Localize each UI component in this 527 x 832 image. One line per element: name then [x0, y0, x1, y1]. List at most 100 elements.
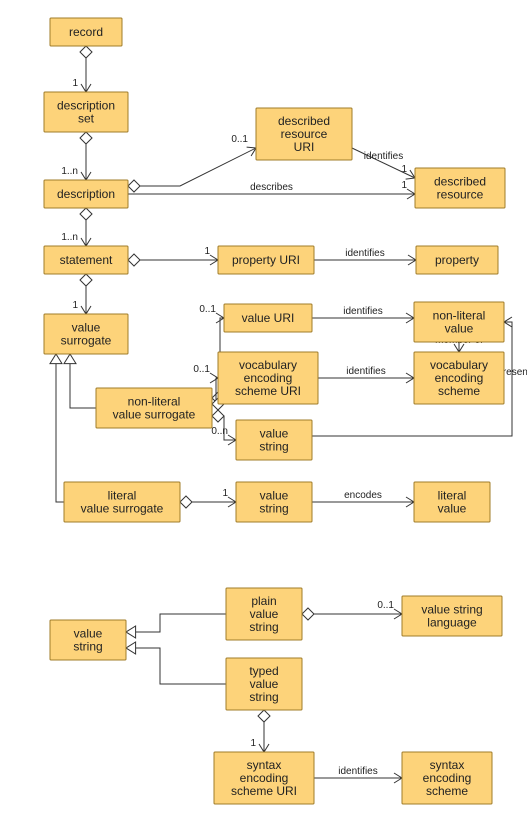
node-label: scheme URI — [235, 384, 301, 398]
edge-label: identifies — [338, 766, 377, 777]
node-property: property — [416, 246, 498, 274]
node-statement: statement — [44, 246, 128, 274]
node-label: value surrogate — [113, 408, 196, 422]
node-label: value — [260, 489, 289, 503]
node-label: literal — [108, 489, 137, 503]
multiplicity-label: 1 — [401, 164, 407, 175]
node-property_uri: property URI — [218, 246, 314, 274]
node-typed_val_string: typedvaluestring — [226, 658, 302, 710]
node-label: URI — [294, 140, 315, 154]
edge — [128, 148, 256, 186]
node-label: encoding — [423, 771, 472, 785]
multiplicity-label: 1 — [72, 300, 78, 311]
node-label: non-literal — [433, 309, 486, 323]
node-label: encoding — [435, 371, 484, 385]
aggregation-diamond — [128, 254, 140, 266]
edge-label: identifies — [345, 248, 384, 259]
node-label: scheme — [426, 784, 468, 798]
node-value_string_3: valuestring — [50, 620, 126, 660]
node-label: value — [260, 427, 289, 441]
edge-label: identifies — [343, 306, 382, 317]
node-label: property — [435, 253, 479, 267]
nodes: recorddescriptionsetdescribedresourceURI… — [44, 18, 505, 804]
node-label: value — [72, 321, 101, 335]
node-described_res_uri: describedresourceURI — [256, 108, 352, 160]
node-label: resource — [281, 127, 328, 141]
edge — [126, 614, 226, 632]
node-label: vocabulary — [430, 358, 488, 372]
node-label: description — [57, 187, 115, 201]
aggregation-diamond — [302, 608, 314, 620]
node-label: property URI — [232, 253, 300, 267]
node-label: value — [250, 677, 279, 691]
node-description: description — [44, 180, 128, 208]
multiplicity-label: 0..1 — [231, 134, 248, 145]
node-lit_val_surrogate: literalvalue surrogate — [64, 482, 180, 522]
node-label: language — [427, 616, 477, 630]
node-label: value surrogate — [81, 502, 164, 516]
multiplicity-label: 0..1 — [377, 600, 394, 611]
generalization-arrow — [50, 354, 62, 364]
node-label: value — [438, 502, 467, 516]
node-label: surrogate — [61, 334, 112, 348]
multiplicity-label: 0..n — [211, 426, 228, 437]
node-label: vocabulary — [239, 358, 297, 372]
node-non_literal_value: non-literalvalue — [414, 302, 504, 342]
node-label: described — [434, 175, 486, 189]
edge — [56, 354, 64, 502]
aggregation-diamond — [80, 46, 92, 58]
node-described_res: describedresource — [415, 168, 505, 208]
node-record: record — [50, 18, 122, 46]
generalization-arrow — [64, 354, 76, 364]
node-description_set: descriptionset — [44, 92, 128, 132]
node-ves_uri: vocabularyencodingscheme URI — [218, 352, 318, 404]
multiplicity-label: 1 — [401, 180, 407, 191]
aggregation-diamond — [80, 208, 92, 220]
node-label: scheme URI — [231, 784, 297, 798]
node-label: described — [278, 114, 330, 128]
node-label: literal — [438, 489, 467, 503]
aggregation-diamond — [80, 274, 92, 286]
multiplicity-label: 1 — [72, 78, 78, 89]
node-label: resource — [437, 188, 484, 202]
node-label: value string — [421, 603, 482, 617]
node-value_uri: value URI — [224, 304, 312, 332]
node-label: value URI — [242, 311, 295, 325]
node-literal_value: literalvalue — [414, 482, 490, 522]
multiplicity-label: 0..1 — [193, 364, 210, 375]
node-label: value — [74, 627, 103, 641]
node-plain_val_string: plainvaluestring — [226, 588, 302, 640]
edge-label: describes — [250, 182, 293, 193]
multiplicity-label: 1..n — [61, 166, 78, 177]
edge-label: identifies — [364, 151, 403, 162]
edge-label: identifies — [346, 366, 385, 377]
aggregation-diamond — [80, 132, 92, 144]
node-value_surrogate: valuesurrogate — [44, 314, 128, 354]
node-ses_uri: syntaxencodingscheme URI — [214, 752, 314, 804]
node-label: encoding — [240, 771, 289, 785]
multiplicity-label: 1..n — [61, 232, 78, 243]
node-label: string — [249, 690, 278, 704]
node-label: string — [259, 440, 288, 454]
node-label: scheme — [438, 384, 480, 398]
generalization-arrow — [126, 642, 136, 654]
node-value_string_1: valuestring — [236, 420, 312, 460]
edge-label: encodes — [344, 490, 382, 501]
uml-diagram: 1 1..n 1..n 1 0..1 identifies 1 describes 1 1 iden… — [0, 0, 527, 832]
node-label: value — [250, 607, 279, 621]
aggregation-diamond — [128, 180, 140, 192]
node-label: value — [445, 322, 474, 336]
node-vs_language: value stringlanguage — [402, 596, 502, 636]
node-label: syntax — [430, 758, 465, 772]
node-label: encoding — [244, 371, 293, 385]
aggregation-diamond — [258, 710, 270, 722]
multiplicity-label: 1 — [204, 246, 210, 257]
node-label: typed — [249, 664, 278, 678]
node-label: non-literal — [128, 395, 181, 409]
generalization-arrow — [126, 626, 136, 638]
node-label: statement — [60, 253, 113, 267]
node-label: string — [249, 620, 278, 634]
multiplicity-label: 1 — [222, 488, 228, 499]
node-label: plain — [251, 594, 276, 608]
node-value_string_2: valuestring — [236, 482, 312, 522]
